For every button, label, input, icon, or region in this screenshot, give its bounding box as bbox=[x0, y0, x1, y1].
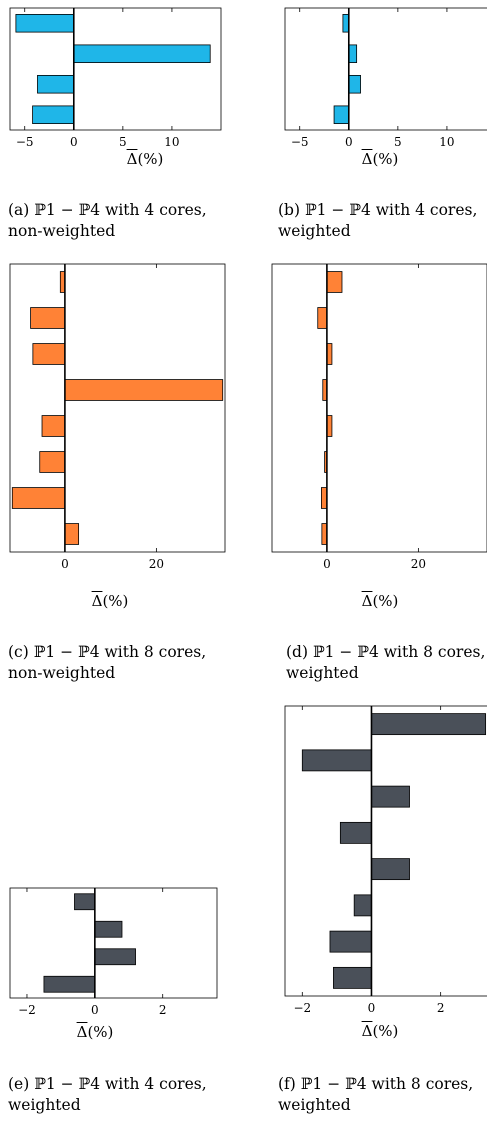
x-tick-label: −2 bbox=[293, 1001, 311, 1015]
unit-label: (%) bbox=[102, 592, 129, 610]
chart-svg-b: −5 0 5 10 bbox=[284, 7, 487, 149]
delta-symbol: Δ bbox=[361, 1022, 373, 1040]
chart-svg-f: −2 0 2 bbox=[284, 705, 487, 1015]
bar-2 bbox=[94, 920, 123, 938]
delta-symbol: Δ bbox=[91, 592, 103, 610]
x-tick-label: −2 bbox=[18, 1003, 36, 1017]
chart-svg-d: 0 20 bbox=[271, 263, 487, 571]
x-tick-label: −5 bbox=[16, 135, 34, 149]
bar-1 bbox=[15, 14, 75, 33]
chart-svg-a: −5 0 5 10 bbox=[9, 7, 222, 149]
caption-b: (b) ℙ1 − ℙ4 with 4 cores, weighted bbox=[278, 201, 483, 240]
chart-panel-b: −5 0 5 10 Δ(%) (b) ℙ1 − ℙ4 with 4 cores, we… bbox=[270, 0, 487, 240]
unit-label: (%) bbox=[372, 150, 399, 168]
x-tick-label: 5 bbox=[119, 135, 127, 149]
bar-1 bbox=[342, 14, 350, 33]
bar-7 bbox=[329, 930, 372, 953]
bar-4 bbox=[339, 821, 372, 844]
bar-5 bbox=[371, 858, 410, 881]
chart-panel-f: −2 0 2 Δ(%) (f) ℙ1 − ℙ4 with 8 cores, weig… bbox=[270, 702, 487, 1129]
bar-1 bbox=[371, 713, 487, 736]
x-tick-label: 0 bbox=[91, 1003, 99, 1017]
x-tick-label: 2 bbox=[159, 1003, 167, 1017]
bar-7 bbox=[321, 487, 328, 509]
delta-symbol: Δ bbox=[361, 592, 373, 610]
unit-label: (%) bbox=[372, 592, 399, 610]
bar-4 bbox=[333, 105, 350, 124]
chart-panel-c: 0 20 Δ(%) (c) ℙ1 − ℙ4 with 8 cores, non-w… bbox=[0, 262, 240, 682]
x-tick-label: 0 bbox=[70, 135, 78, 149]
bar-8 bbox=[64, 523, 80, 545]
chart-svg-c: 0 20 bbox=[9, 263, 226, 571]
bar-6 bbox=[353, 894, 372, 917]
chart-panel-d: 0 20 Δ(%) (d) ℙ1 − ℙ4 with 8 cores, weigh… bbox=[270, 262, 487, 682]
bar-4 bbox=[43, 975, 96, 993]
x-tick-label: 0 bbox=[345, 135, 353, 149]
bar-1 bbox=[74, 893, 96, 911]
bar-2 bbox=[30, 307, 66, 329]
caption-f: (f) ℙ1 − ℙ4 with 8 cores, weighted bbox=[278, 1075, 479, 1114]
bar-2 bbox=[317, 307, 328, 329]
chart-panel-a: −5 0 5 10 Δ(%) (a) ℙ1 − ℙ4 with 4 cores, no… bbox=[0, 0, 240, 240]
x-tick-label: 10 bbox=[164, 135, 179, 149]
delta-symbol: Δ bbox=[126, 150, 138, 168]
chart-panel-e: −2 0 2 Δ(%) (e) ℙ1 − ℙ4 with 4 cores, weig… bbox=[0, 884, 240, 1129]
delta-symbol: Δ bbox=[76, 1023, 88, 1041]
x-tick-label: 20 bbox=[149, 557, 164, 571]
bar-5 bbox=[41, 415, 66, 437]
plot-frame bbox=[9, 7, 222, 131]
plot-frame bbox=[271, 263, 487, 553]
x-axis-label-d: Δ(%) bbox=[330, 592, 430, 610]
caption-a: (a) ℙ1 − ℙ4 with 4 cores, non-weighted bbox=[8, 201, 212, 240]
caption-e: (e) ℙ1 − ℙ4 with 4 cores, weighted bbox=[8, 1075, 212, 1114]
bar-2 bbox=[348, 44, 358, 63]
x-axis-label-f: Δ(%) bbox=[330, 1022, 430, 1040]
x-axis-label-e: Δ(%) bbox=[45, 1023, 145, 1041]
bar-3 bbox=[37, 75, 75, 94]
bar-3 bbox=[32, 343, 66, 365]
x-tick-label: 10 bbox=[439, 135, 454, 149]
x-tick-label: −5 bbox=[291, 135, 309, 149]
plot-frame bbox=[9, 263, 226, 553]
x-axis-label-c: Δ(%) bbox=[60, 592, 160, 610]
chart-svg-e: −2 0 2 bbox=[9, 887, 218, 1017]
x-tick-label: 20 bbox=[411, 557, 426, 571]
bar-3 bbox=[348, 75, 361, 94]
x-tick-label: 0 bbox=[61, 557, 69, 571]
x-axis-label-a: Δ(%) bbox=[95, 150, 195, 168]
bar-8 bbox=[333, 966, 372, 989]
bar-7 bbox=[11, 487, 66, 509]
plot-frame bbox=[284, 705, 487, 997]
caption-c: (c) ℙ1 − ℙ4 with 8 cores, non-weighted bbox=[8, 643, 212, 682]
delta-symbol: Δ bbox=[361, 150, 373, 168]
bar-3 bbox=[94, 948, 136, 966]
x-axis-label-b: Δ(%) bbox=[330, 150, 430, 168]
plot-frame bbox=[9, 887, 218, 999]
bar-6 bbox=[39, 451, 66, 473]
x-tick-label: 0 bbox=[368, 1001, 376, 1015]
x-tick-label: 5 bbox=[394, 135, 402, 149]
bar-2 bbox=[73, 44, 211, 63]
plot-frame bbox=[284, 7, 487, 131]
caption-d: (d) ℙ1 − ℙ4 with 8 cores, weighted bbox=[286, 643, 486, 682]
unit-label: (%) bbox=[137, 150, 164, 168]
x-tick-label: 0 bbox=[323, 557, 331, 571]
bar-4 bbox=[32, 105, 75, 124]
bar-4 bbox=[64, 379, 224, 401]
unit-label: (%) bbox=[87, 1023, 114, 1041]
bar-3 bbox=[371, 785, 410, 808]
bar-2 bbox=[301, 749, 372, 772]
x-tick-label: 2 bbox=[437, 1001, 445, 1015]
bar-1 bbox=[326, 271, 343, 293]
unit-label: (%) bbox=[372, 1022, 399, 1040]
